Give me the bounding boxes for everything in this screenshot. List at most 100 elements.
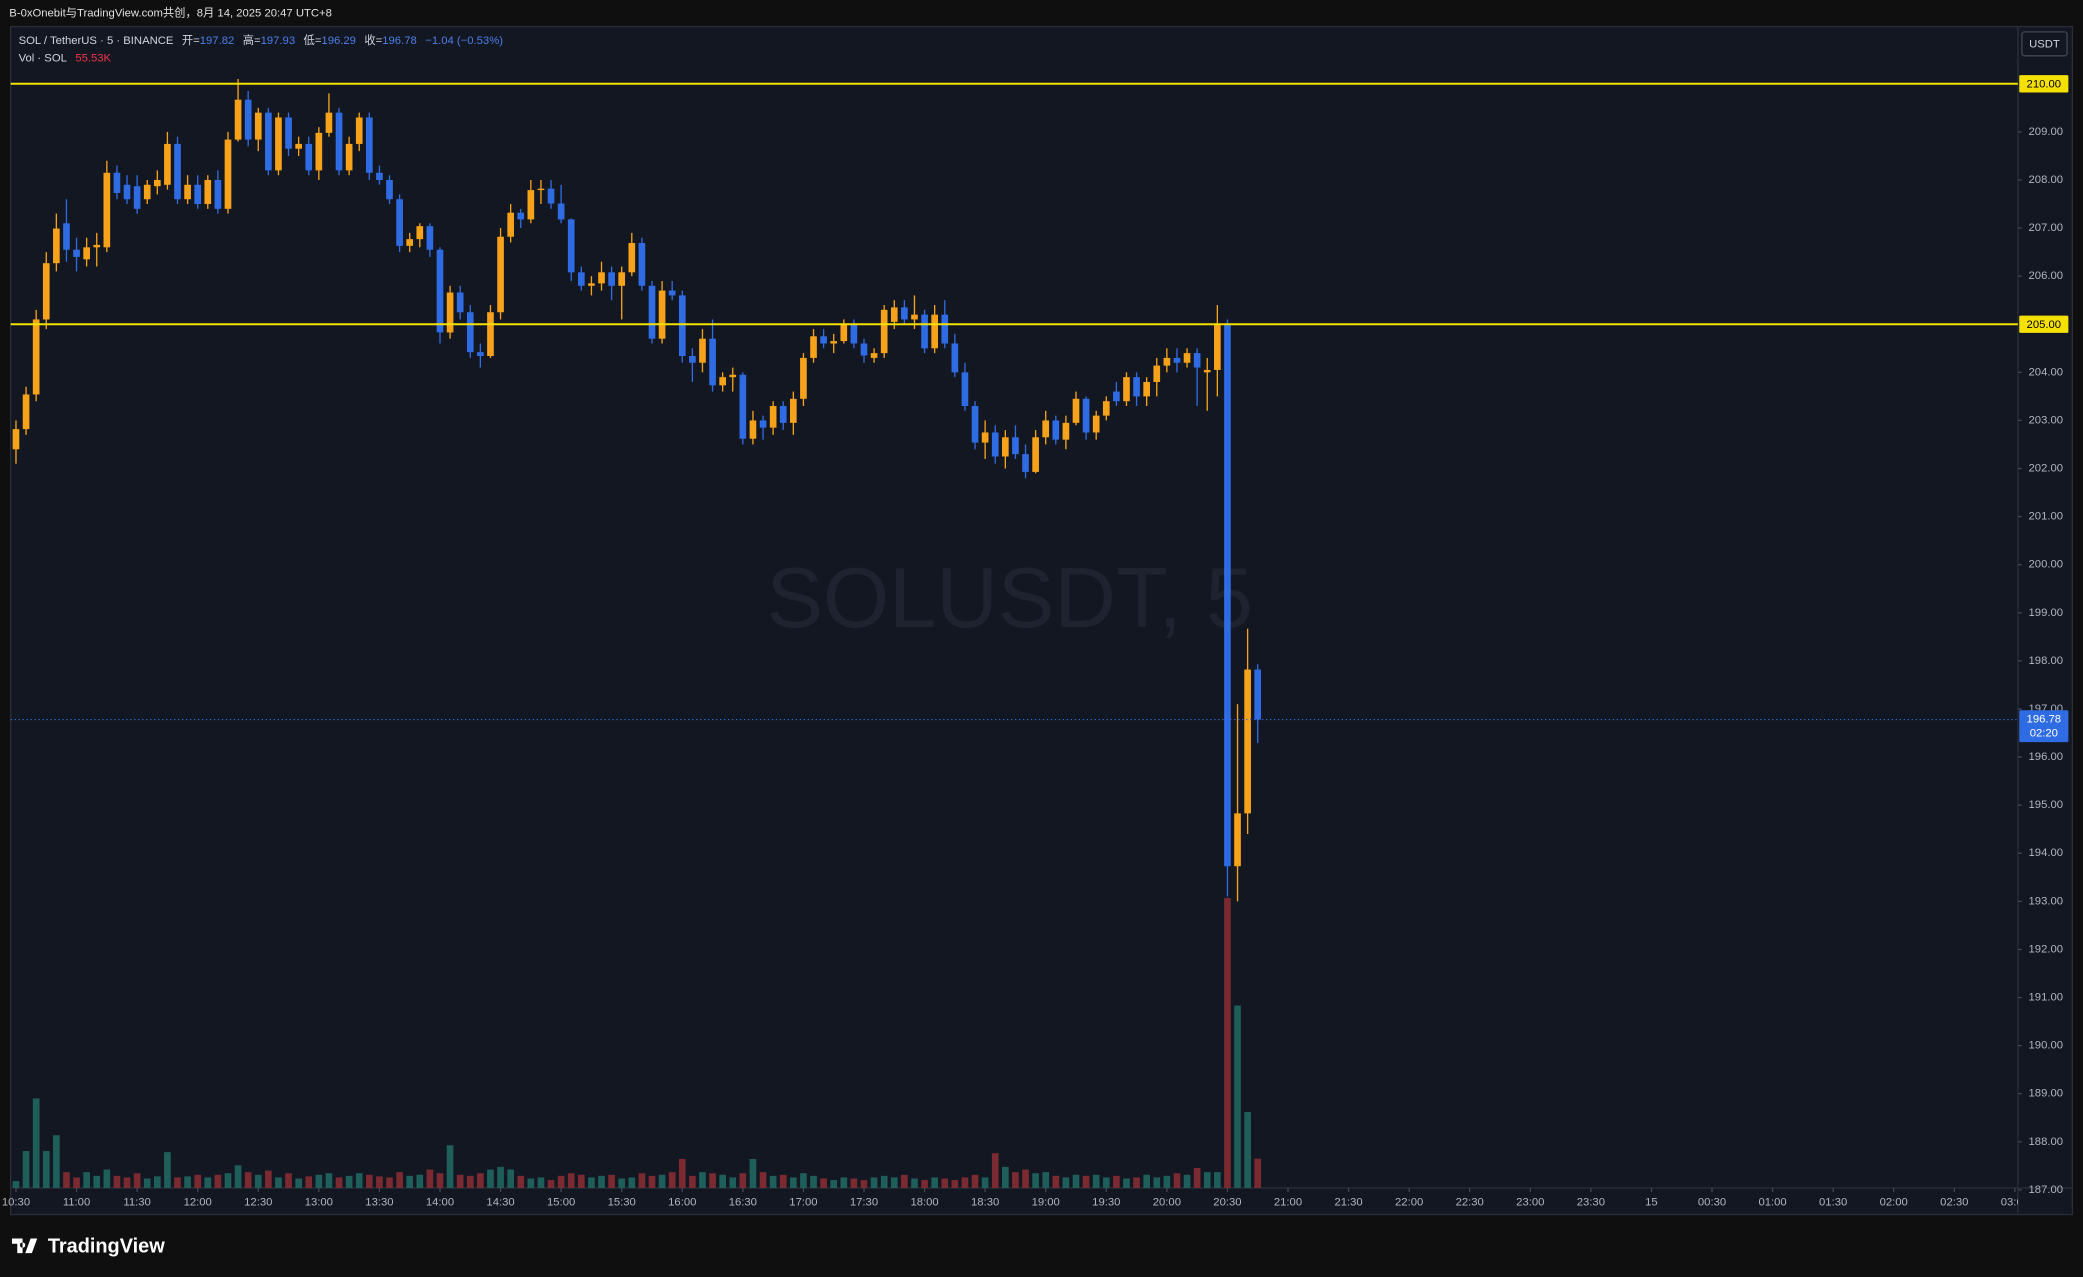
- volume-bar: [860, 1180, 868, 1188]
- volume-bar: [1234, 1005, 1241, 1188]
- candle-body: [961, 372, 969, 407]
- candle-body: [870, 353, 878, 358]
- volume-bar: [1052, 1175, 1060, 1188]
- candle-body: [1113, 391, 1120, 402]
- candle-body: [769, 406, 777, 428]
- y-tick-label: 200.00: [2029, 559, 2064, 571]
- volume-bar: [1012, 1172, 1019, 1188]
- volume-bar: [577, 1174, 585, 1188]
- y-tick-label: 196.00: [2029, 751, 2064, 763]
- volume-bar: [103, 1169, 111, 1188]
- volume-bar: [1203, 1172, 1211, 1188]
- y-tick-label: 193.00: [2029, 895, 2064, 907]
- hline-label: 205.00: [2027, 319, 2062, 331]
- volume-bar: [497, 1166, 504, 1188]
- ohlc-value: 197.82: [200, 35, 235, 47]
- candle-body: [1193, 353, 1201, 368]
- countdown-label: 02:20: [2030, 728, 2058, 740]
- candle-body: [850, 324, 858, 344]
- candle-body: [73, 249, 80, 257]
- candle-body: [1032, 437, 1039, 472]
- y-tick-label: 191.00: [2029, 992, 2064, 1004]
- y-tick-label: 195.00: [2029, 799, 2064, 811]
- candle-body: [1062, 422, 1070, 440]
- candle-body: [295, 143, 302, 149]
- volume-bar: [466, 1175, 474, 1188]
- candle-body: [547, 188, 555, 204]
- x-tick-label: 18:00: [910, 1197, 938, 1209]
- candle-body: [174, 143, 181, 200]
- candle-body: [1254, 669, 1262, 720]
- volume-bar: [537, 1177, 545, 1188]
- current-price-box: [2019, 710, 2069, 743]
- volume-bar: [285, 1173, 292, 1188]
- candle-body: [345, 143, 353, 171]
- volume-bar: [921, 1180, 928, 1188]
- candle-body: [22, 394, 30, 430]
- x-tick-label: 19:30: [1092, 1197, 1120, 1209]
- unit-label[interactable]: USDT: [2029, 38, 2060, 50]
- current-price-label: 196.78: [2027, 714, 2062, 726]
- candle-body: [103, 172, 111, 248]
- hline-label-box: [2019, 75, 2069, 93]
- volume-bar: [365, 1174, 373, 1188]
- candle-body: [456, 292, 464, 313]
- ohlc-value: 196.78: [382, 35, 417, 47]
- candle-body: [113, 172, 121, 193]
- unit-box[interactable]: [2021, 31, 2068, 57]
- candle-body: [497, 236, 504, 313]
- candle-body: [42, 263, 50, 320]
- volume-bar: [507, 1169, 514, 1188]
- candle-body: [1082, 398, 1090, 433]
- x-tick-label: 17:00: [789, 1197, 817, 1209]
- candle-body: [981, 432, 989, 443]
- volume-bar: [436, 1173, 444, 1188]
- x-tick-label: 22:30: [1456, 1197, 1484, 1209]
- candle-body: [406, 239, 414, 246]
- volume-bar: [638, 1173, 646, 1188]
- x-tick-label: 16:30: [729, 1197, 757, 1209]
- candle-body: [234, 99, 242, 140]
- volume-bar: [1214, 1172, 1221, 1188]
- volume-bar: [517, 1175, 525, 1188]
- volume-bar: [32, 1098, 40, 1188]
- volume-bar: [911, 1178, 918, 1188]
- volume-bar: [719, 1174, 726, 1188]
- volume-bar: [53, 1135, 60, 1188]
- candle-body: [32, 319, 40, 395]
- candle-body: [577, 272, 585, 286]
- x-tick-label: 15: [1645, 1197, 1658, 1209]
- candle-body: [164, 143, 171, 185]
- volume-bar: [840, 1177, 848, 1188]
- volume-bar: [810, 1175, 817, 1188]
- volume-bar: [22, 1151, 30, 1188]
- volume-bar: [931, 1177, 938, 1188]
- volume-bar: [800, 1173, 807, 1188]
- logo-icon: [11, 1238, 38, 1254]
- volume-bar: [1254, 1158, 1262, 1188]
- volume-bar: [174, 1177, 181, 1188]
- candle-body: [789, 398, 797, 423]
- volume-bar: [789, 1177, 797, 1188]
- volume-bar: [93, 1175, 101, 1188]
- candle-body: [911, 314, 918, 320]
- volume-bar: [1143, 1174, 1151, 1188]
- volume-bar: [406, 1175, 414, 1188]
- candle-body: [1234, 813, 1241, 867]
- volume-bar: [184, 1176, 191, 1188]
- x-tick-label: 15:30: [608, 1197, 636, 1209]
- volume-bar: [961, 1177, 969, 1188]
- price-axis: 187.00 188.00 189.00 190.00 191.00 192.00 193.…: [2017, 75, 2069, 1196]
- candle-body: [527, 190, 535, 220]
- ohlc-label: 低=: [304, 34, 322, 47]
- candle-body: [133, 186, 141, 209]
- candle-body: [224, 139, 232, 209]
- volume-bar: [1042, 1172, 1050, 1188]
- volume-bar: [749, 1158, 757, 1188]
- candle-body: [557, 203, 565, 220]
- candle-body: [941, 314, 949, 344]
- x-tick-label: 18:30: [971, 1197, 999, 1209]
- y-tick-label: 187.00: [2029, 1184, 2064, 1196]
- volume-bar: [1092, 1174, 1100, 1188]
- volume-bar: [1123, 1178, 1130, 1188]
